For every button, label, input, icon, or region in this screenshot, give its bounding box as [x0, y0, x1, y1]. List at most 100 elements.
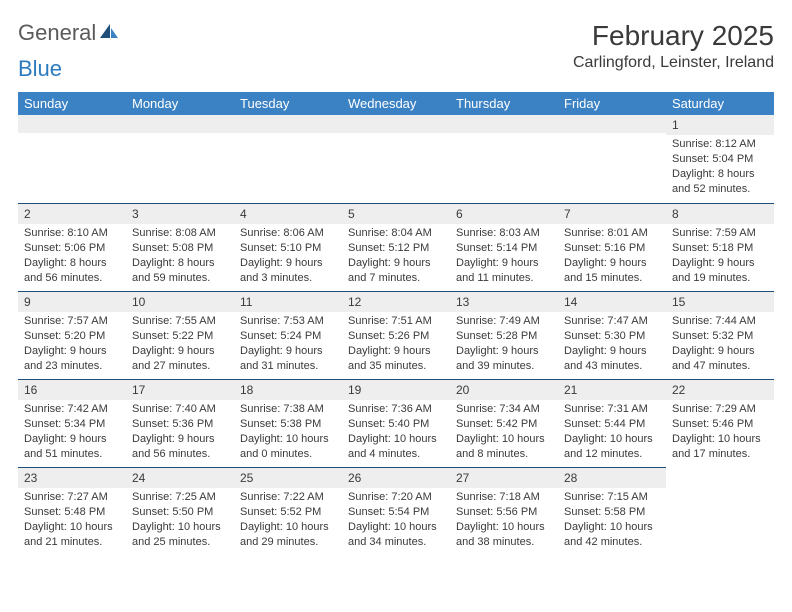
day-number: 11	[234, 291, 342, 312]
dl1-text: Daylight: 9 hours	[348, 256, 444, 271]
sunset-text: Sunset: 5:12 PM	[348, 241, 444, 256]
day-number	[342, 115, 450, 133]
calendar-cell: 1Sunrise: 8:12 AMSunset: 5:04 PMDaylight…	[666, 115, 774, 203]
dl2-text: and 3 minutes.	[240, 271, 336, 286]
sunrise-text: Sunrise: 7:18 AM	[456, 490, 552, 505]
sunrise-text: Sunrise: 7:59 AM	[672, 226, 768, 241]
sunset-text: Sunset: 5:18 PM	[672, 241, 768, 256]
calendar-cell: 21 Sunrise: 7:31 AMSunset: 5:44 PMDayligh…	[558, 379, 666, 467]
sunset-text: Sunset: 5:40 PM	[348, 417, 444, 432]
day-number: 27	[450, 467, 558, 488]
dl1-text: Daylight: 8 hours	[672, 167, 768, 182]
brand-part1: General	[18, 20, 96, 46]
dl1-text: Daylight: 9 hours	[240, 344, 336, 359]
sunrise-text: Sunrise: 7:20 AM	[348, 490, 444, 505]
sunset-text: Sunset: 5:42 PM	[456, 417, 552, 432]
dl1-text: Daylight: 10 hours	[564, 432, 660, 447]
dl2-text: and 39 minutes.	[456, 359, 552, 374]
calendar-cell: 9Sunrise: 7:57 AMSunset: 5:20 PMDaylight…	[18, 291, 126, 379]
sunset-text: Sunset: 5:38 PM	[240, 417, 336, 432]
dl2-text: and 0 minutes.	[240, 447, 336, 462]
dl1-text: Daylight: 10 hours	[672, 432, 768, 447]
calendar-cell	[558, 115, 666, 203]
weekday-label: Friday	[558, 92, 666, 115]
day-number: 3	[126, 203, 234, 224]
dl2-text: and 43 minutes.	[564, 359, 660, 374]
calendar-cell: 25Sunrise: 7:22 AMSunset: 5:52 PMDayligh…	[234, 467, 342, 555]
calendar-cell: 22Sunrise: 7:29 AMSunset: 5:46 PMDayligh…	[666, 379, 774, 467]
calendar-cell: 17Sunrise: 7:40 AMSunset: 5:36 PMDayligh…	[126, 379, 234, 467]
sunset-text: Sunset: 5:16 PM	[564, 241, 660, 256]
sunset-text: Sunset: 5:04 PM	[672, 152, 768, 167]
sunset-text: Sunset: 5:32 PM	[672, 329, 768, 344]
dl2-text: and 56 minutes.	[132, 447, 228, 462]
sunrise-text: Sunrise: 7:44 AM	[672, 314, 768, 329]
day-number	[558, 115, 666, 133]
sunrise-text: Sunrise: 8:10 AM	[24, 226, 120, 241]
sunrise-text: Sunrise: 7:22 AM	[240, 490, 336, 505]
day-number: 14	[558, 291, 666, 312]
dl2-text: and 11 minutes.	[456, 271, 552, 286]
dl1-text: Daylight: 10 hours	[456, 432, 552, 447]
brand-logo: General	[18, 20, 120, 46]
sunset-text: Sunset: 5:26 PM	[348, 329, 444, 344]
dl1-text: Daylight: 10 hours	[348, 520, 444, 535]
dl2-text: and 59 minutes.	[132, 271, 228, 286]
dl2-text: and 8 minutes.	[456, 447, 552, 462]
calendar-cell: 10Sunrise: 7:55 AMSunset: 5:22 PMDayligh…	[126, 291, 234, 379]
sunset-text: Sunset: 5:14 PM	[456, 241, 552, 256]
sunset-text: Sunset: 5:52 PM	[240, 505, 336, 520]
sunrise-text: Sunrise: 7:49 AM	[456, 314, 552, 329]
sunrise-text: Sunrise: 8:03 AM	[456, 226, 552, 241]
calendar-cell	[18, 115, 126, 203]
dl2-text: and 27 minutes.	[132, 359, 228, 374]
dl1-text: Daylight: 9 hours	[564, 256, 660, 271]
dl2-text: and 34 minutes.	[348, 535, 444, 550]
sunrise-text: Sunrise: 7:29 AM	[672, 402, 768, 417]
month-title: February 2025	[573, 20, 774, 52]
day-number: 5	[342, 203, 450, 224]
dl2-text: and 35 minutes.	[348, 359, 444, 374]
weekday-label: Monday	[126, 92, 234, 115]
sunrise-text: Sunrise: 7:40 AM	[132, 402, 228, 417]
sunset-text: Sunset: 5:08 PM	[132, 241, 228, 256]
sunset-text: Sunset: 5:36 PM	[132, 417, 228, 432]
sunset-text: Sunset: 5:58 PM	[564, 505, 660, 520]
calendar-cell: 7Sunrise: 8:01 AMSunset: 5:16 PMDaylight…	[558, 203, 666, 291]
sunset-text: Sunset: 5:30 PM	[564, 329, 660, 344]
sunset-text: Sunset: 5:20 PM	[24, 329, 120, 344]
day-number: 25	[234, 467, 342, 488]
calendar-cell: 3Sunrise: 8:08 AMSunset: 5:08 PMDaylight…	[126, 203, 234, 291]
calendar-cell: 11Sunrise: 7:53 AMSunset: 5:24 PMDayligh…	[234, 291, 342, 379]
sunrise-text: Sunrise: 7:36 AM	[348, 402, 444, 417]
sunset-text: Sunset: 5:24 PM	[240, 329, 336, 344]
sunrise-text: Sunrise: 7:27 AM	[24, 490, 120, 505]
dl1-text: Daylight: 8 hours	[132, 256, 228, 271]
sunset-text: Sunset: 5:22 PM	[132, 329, 228, 344]
sunset-text: Sunset: 5:54 PM	[348, 505, 444, 520]
calendar-cell: 2Sunrise: 8:10 AMSunset: 5:06 PMDaylight…	[18, 203, 126, 291]
weekday-header: Sunday Monday Tuesday Wednesday Thursday…	[18, 92, 774, 115]
calendar-cell: 15Sunrise: 7:44 AMSunset: 5:32 PMDayligh…	[666, 291, 774, 379]
calendar-cell: 14Sunrise: 7:47 AMSunset: 5:30 PMDayligh…	[558, 291, 666, 379]
dl2-text: and 21 minutes.	[24, 535, 120, 550]
sunset-text: Sunset: 5:46 PM	[672, 417, 768, 432]
sunset-text: Sunset: 5:44 PM	[564, 417, 660, 432]
dl2-text: and 29 minutes.	[240, 535, 336, 550]
day-number: 1	[666, 115, 774, 135]
calendar-cell	[126, 115, 234, 203]
day-number: 9	[18, 291, 126, 312]
calendar-cell	[342, 115, 450, 203]
day-number: 13	[450, 291, 558, 312]
day-number: 21	[558, 379, 666, 400]
day-number: 17	[126, 379, 234, 400]
sunrise-text: Sunrise: 7:51 AM	[348, 314, 444, 329]
sunrise-text: Sunrise: 7:31 AM	[564, 402, 660, 417]
day-number	[234, 115, 342, 133]
sunrise-text: Sunrise: 7:34 AM	[456, 402, 552, 417]
sunset-text: Sunset: 5:34 PM	[24, 417, 120, 432]
weekday-label: Wednesday	[342, 92, 450, 115]
day-number	[126, 115, 234, 133]
calendar-cell: 18Sunrise: 7:38 AMSunset: 5:38 PMDayligh…	[234, 379, 342, 467]
calendar-cell: 27Sunrise: 7:18 AMSunset: 5:56 PMDayligh…	[450, 467, 558, 555]
